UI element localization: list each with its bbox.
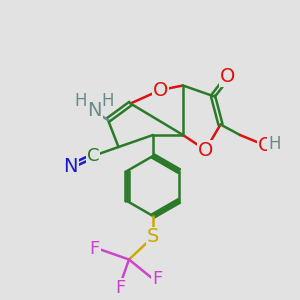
Text: O: O — [153, 80, 168, 100]
Text: H: H — [268, 135, 281, 153]
Text: C: C — [87, 147, 99, 165]
Text: O: O — [258, 136, 273, 155]
Text: F: F — [89, 240, 100, 258]
Text: F: F — [152, 270, 163, 288]
Text: H: H — [102, 92, 114, 110]
Text: O: O — [198, 140, 213, 160]
Text: N: N — [87, 101, 102, 121]
Text: S: S — [147, 227, 159, 247]
Text: H: H — [75, 92, 87, 110]
Text: N: N — [63, 157, 78, 176]
Text: O: O — [220, 67, 236, 86]
Text: F: F — [115, 279, 125, 297]
